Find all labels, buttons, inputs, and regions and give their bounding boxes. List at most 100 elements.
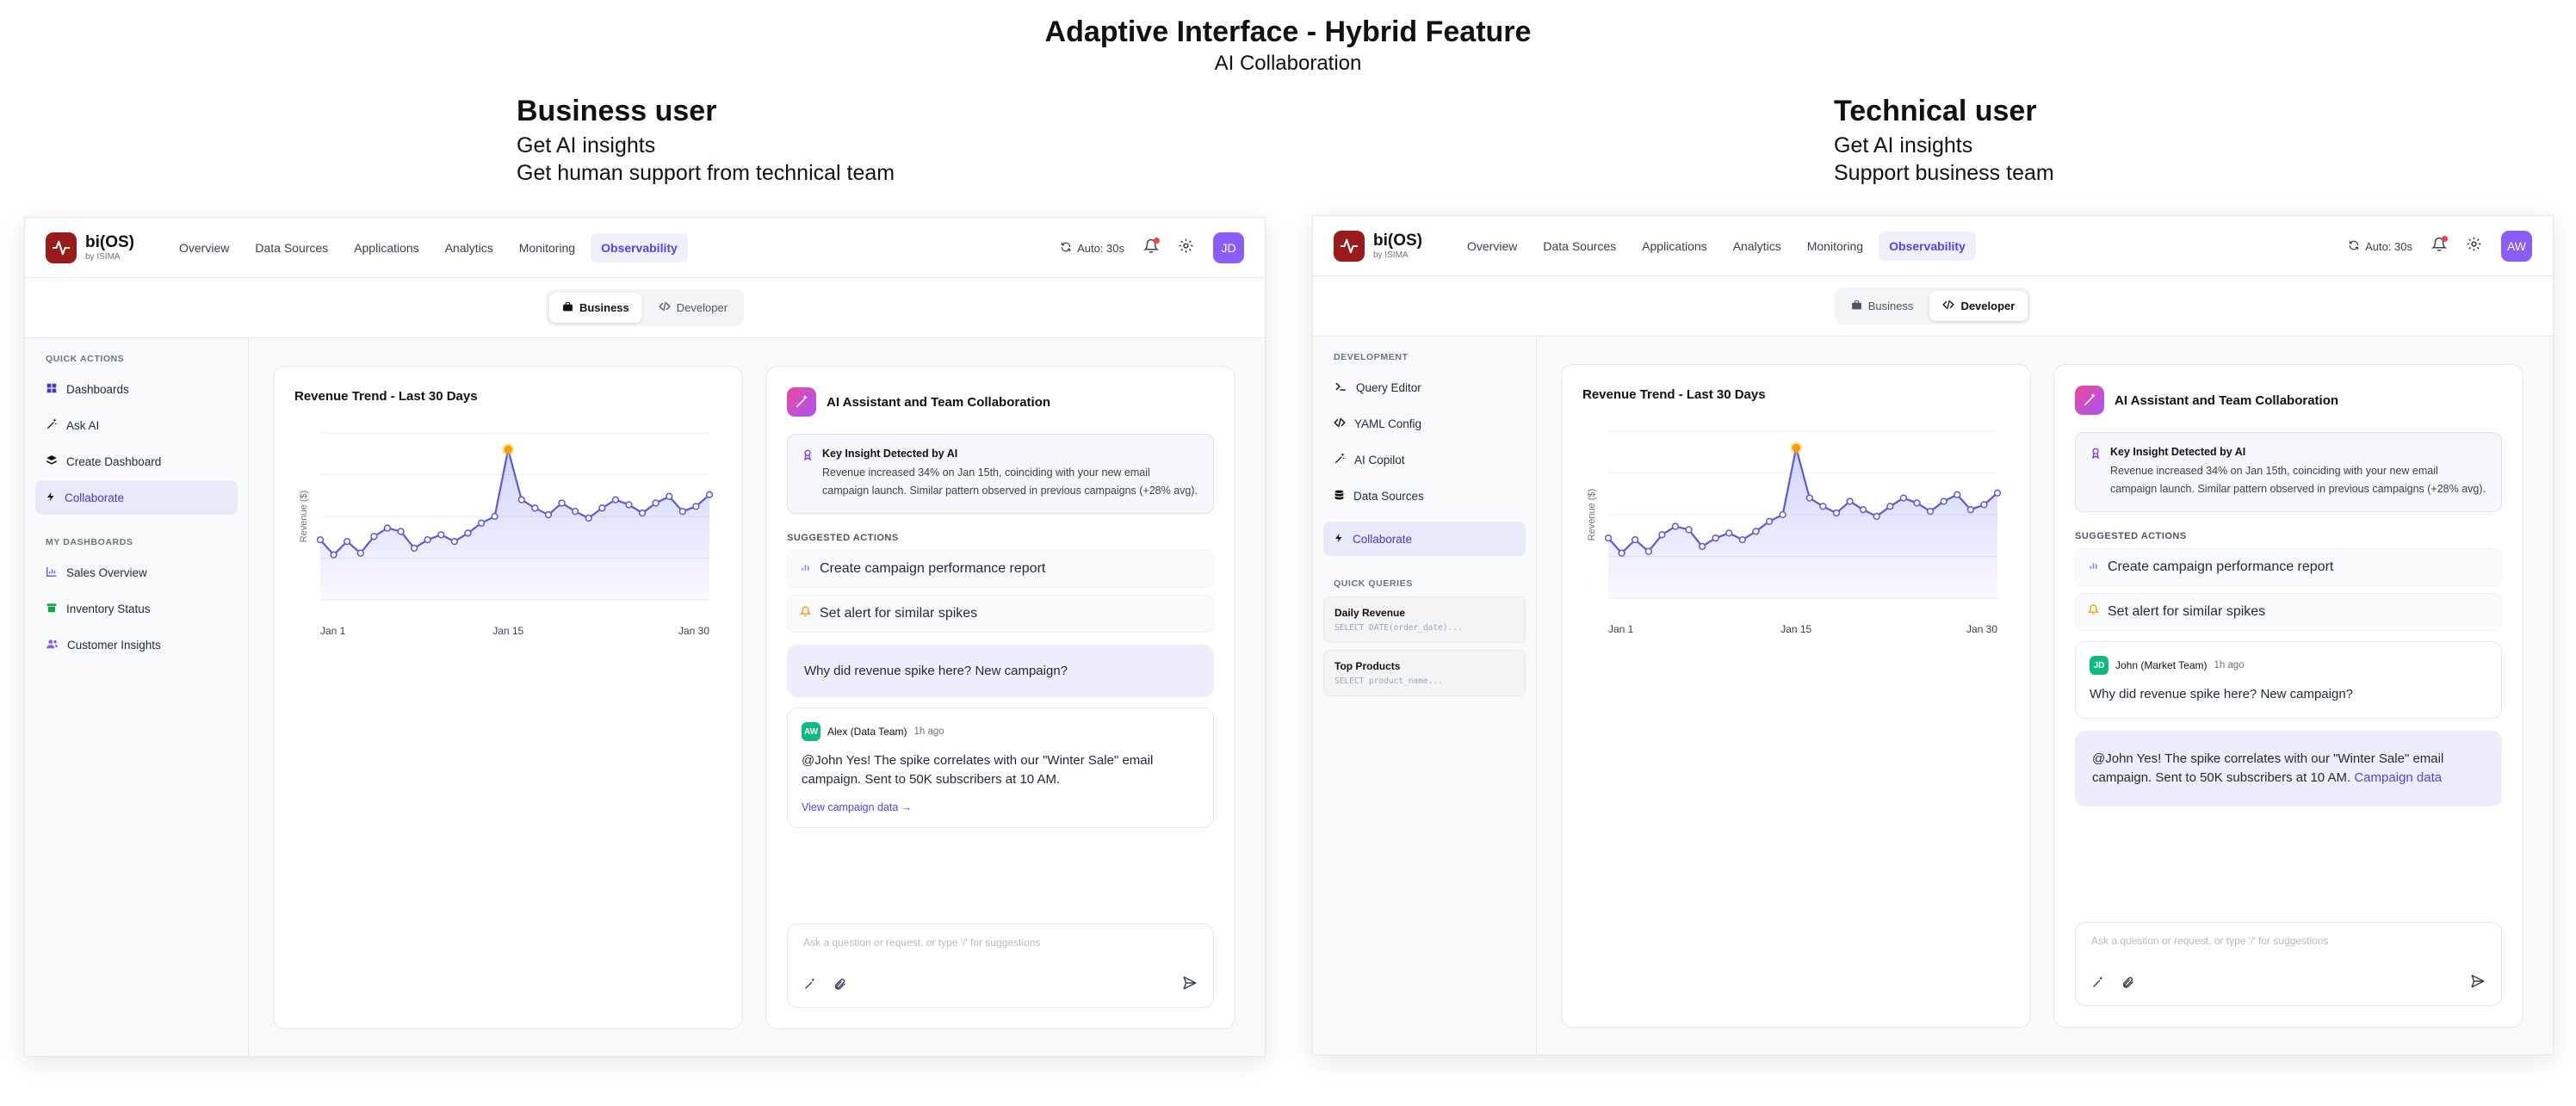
nav-analytics[interactable]: Analytics [444,240,493,255]
gear-icon[interactable] [2466,236,2482,256]
chart-point [383,524,392,532]
nav-observability[interactable]: Observability [591,232,688,263]
mode-developer-label: Developer [676,301,728,314]
nav-overview[interactable]: Overview [1467,238,1518,253]
sidebar-item-dashboards[interactable]: Dashboards [35,372,238,406]
question-time: 1h ago [2214,660,2245,670]
sidebar-item-data-sources[interactable]: Data Sources [1323,479,1526,513]
reply-avatar: AW [802,722,820,741]
view-campaign-data-link[interactable]: View campaign data → [802,801,913,813]
nav-applications[interactable]: Applications [354,240,419,255]
ai-assistant-card: AI Assistant and Team Collaboration Key … [765,366,1235,1029]
sidebar-section-title: QUICK QUERIES [1334,578,1413,589]
auto-refresh-button[interactable]: Auto: 30s [2348,239,2412,254]
pulse-logo-icon[interactable] [46,232,77,263]
notifications-button[interactable] [1142,237,1160,258]
technical-persona: Technical user Get AI insights Support b… [1834,95,2054,187]
bar-chart-icon [46,565,58,580]
layers-icon [46,454,58,469]
chart-xtick-label: Jan 1 [320,625,346,637]
nav-applications[interactable]: Applications [1642,238,1707,253]
campaign-data-link[interactable]: Campaign data [2354,770,2443,785]
user-avatar[interactable]: AW [2501,231,2532,262]
nav-data-sources[interactable]: Data Sources [1543,238,1617,253]
sidebar-item-inventory-status[interactable]: Inventory Status [35,591,238,626]
sidebar-item-label: Inventory Status [66,602,151,615]
suggestion-create-report[interactable]: Create campaign performance report [787,550,1214,588]
paperclip-icon[interactable] [2121,976,2134,993]
sidebar-item-label: Collaborate [65,491,125,504]
message-composer[interactable]: Ask a question or request, or type '/' f… [787,924,1214,1008]
chart-ylabel: Revenue ($) [299,491,309,543]
suggestion-set-alert[interactable]: Set alert for similar spikes [2075,593,2502,631]
composer-input[interactable]: Ask a question or request, or type '/' f… [2091,935,2329,947]
sidebar-item-collaborate[interactable]: Collaborate [35,480,238,515]
chart-point [1644,547,1652,555]
mode-developer-button[interactable]: Developer [1929,291,2028,321]
users-icon [46,638,59,652]
reply-author: Alex (Data Team) [827,726,907,738]
brand-name: bi(OS) [1373,231,1422,250]
auto-refresh-button[interactable]: Auto: 30s [1060,241,1124,256]
sidebar-section-title: DEVELOPMENT [1334,352,1409,362]
magic-wand-icon[interactable] [2091,976,2104,993]
sidebar-item-customer-insights[interactable]: Customer Insights [35,627,238,662]
sidebar-item-create-dashboard[interactable]: Create Dashboard [35,444,238,479]
mode-business-button[interactable]: Business [1838,291,1927,321]
persona-line: Get AI insights [1834,133,1973,158]
chart-point [517,496,525,504]
quick-query-top-products[interactable]: Top Products SELECT product_name... [1323,650,1526,696]
send-icon[interactable] [2470,973,2486,993]
top-right-controls: Auto: 30s AW [2348,216,2532,276]
send-icon[interactable] [1182,975,1198,995]
chart-area [320,449,709,600]
chart-point [1752,528,1760,535]
quick-query-code: SELECT DATE(order_date)... [1334,623,1463,633]
notifications-button[interactable] [2430,235,2448,256]
nav-data-sources[interactable]: Data Sources [255,240,329,255]
sidebar-item-sales-overview[interactable]: Sales Overview [35,555,238,590]
ai-panel-title: AI Assistant and Team Collaboration [2115,392,2339,408]
paperclip-icon[interactable] [833,978,846,995]
technical-reply-message: @John Yes! The spike correlates with our… [2075,731,2502,806]
sidebar-item-collaborate[interactable]: Collaborate [1323,522,1526,556]
nav-observability[interactable]: Observability [1879,231,1976,261]
ai-panel-title: AI Assistant and Team Collaboration [827,394,1051,410]
nav-monitoring[interactable]: Monitoring [1806,238,1864,253]
sidebar-item-yaml-config[interactable]: YAML Config [1323,406,1526,441]
main-nav: Overview Data Sources Applications Analy… [169,232,688,263]
sidebar-item-ai-copilot[interactable]: AI Copilot [1323,442,1526,477]
chart-xtick-label: Jan 15 [1780,623,1811,635]
chart-point [678,508,686,516]
insight-body: Revenue increased 34% on Jan 15th, coinc… [822,466,1198,497]
mode-developer-button[interactable]: Developer [646,293,740,323]
quick-query-daily-revenue[interactable]: Daily Revenue SELECT DATE(order_date)... [1323,596,1526,643]
chart-point [464,529,472,537]
terminal-icon [1334,380,1347,395]
gear-icon[interactable] [1178,238,1194,258]
chart-point [531,504,539,512]
chart-point [1926,507,1935,516]
magic-wand-icon[interactable] [803,978,816,995]
sidebar-item-ask-ai[interactable]: Ask AI [35,408,238,442]
composer-input[interactable]: Ask a question or request, or type '/' f… [803,936,1041,948]
sidebar-item-query-editor[interactable]: Query Editor [1323,370,1526,405]
lightning-icon [1334,532,1344,547]
message-composer[interactable]: Ask a question or request, or type '/' f… [2075,922,2502,1006]
chart-point [611,496,620,504]
pulse-logo-icon[interactable] [1334,230,1365,262]
chart-xtick-label: Jan 30 [678,625,709,637]
nav-monitoring[interactable]: Monitoring [518,240,576,255]
user-avatar[interactable]: JD [1213,232,1244,263]
suggestion-label: Set alert for similar spikes [2108,604,2266,619]
chart-point [1913,499,1921,507]
suggestion-create-report[interactable]: Create campaign performance report [2075,548,2502,586]
insight-body: Revenue increased 34% on Jan 15th, coinc… [2110,465,2486,495]
mode-business-button[interactable]: Business [548,293,642,323]
nav-analytics[interactable]: Analytics [1732,238,1781,253]
mode-bar: Business Developer [25,278,1265,338]
sidebar-section-title: MY DASHBOARDS [46,537,133,547]
nav-overview[interactable]: Overview [179,240,230,255]
persona-title: Business user [517,95,717,127]
suggestion-set-alert[interactable]: Set alert for similar spikes [787,595,1214,633]
